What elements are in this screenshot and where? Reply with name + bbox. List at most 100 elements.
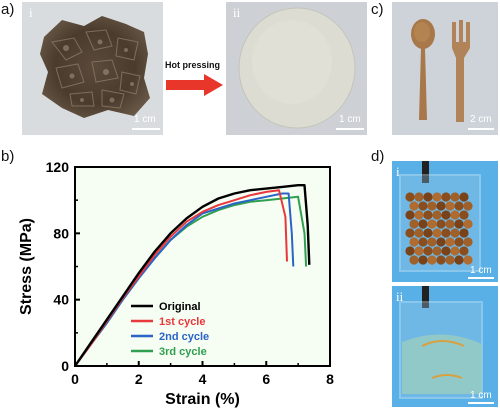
bean — [445, 201, 455, 211]
bean — [459, 246, 469, 256]
bean — [445, 237, 455, 247]
panel-d-i-scale-bar — [468, 277, 494, 279]
bag-with-water-image — [392, 286, 498, 407]
bean — [436, 219, 446, 229]
bean — [414, 246, 424, 256]
bean — [432, 192, 442, 202]
x-axis-label: Strain (%) — [165, 391, 240, 408]
bean — [414, 210, 424, 220]
bean — [405, 246, 415, 256]
hot-pressing-arrow — [166, 74, 223, 96]
y-tick-label: 40 — [53, 292, 69, 308]
legend-label: 2nd cycle — [159, 331, 209, 343]
x-tick-label: 8 — [326, 371, 334, 387]
bean — [436, 201, 446, 211]
bean — [405, 192, 415, 202]
legend-label: Original — [159, 301, 201, 313]
chart-legend: Original 1st cycle 2nd cycle 3rd cycle — [131, 301, 209, 358]
bean — [423, 228, 433, 238]
panel-d-i-scale-label: 1 cm — [470, 265, 492, 276]
bean — [409, 255, 419, 265]
bean — [436, 237, 446, 247]
panel-d-ii-photo: ii 1 cm — [392, 286, 498, 407]
bean — [423, 192, 433, 202]
bean — [454, 255, 464, 265]
x-tick-label: 0 — [71, 371, 79, 387]
bean — [427, 237, 437, 247]
y-tick-label: 80 — [53, 225, 69, 241]
bean — [463, 201, 473, 211]
bean — [423, 210, 433, 220]
bean — [432, 228, 442, 238]
bean — [459, 192, 469, 202]
panel-a-letter: a) — [1, 1, 15, 18]
bean — [459, 228, 469, 238]
bean — [463, 255, 473, 265]
panel-a-ii-photo: ii 1 cm — [226, 2, 367, 135]
panel-d-ii-scale-bar — [468, 402, 494, 404]
spoon-fork-image — [411, 19, 470, 122]
x-tick-label: 2 — [135, 371, 143, 387]
legend-label: 3rd cycle — [159, 346, 207, 358]
panel-a-ii-scale-label: 1 cm — [339, 114, 361, 125]
panel-c-photo: 2 cm — [392, 2, 498, 135]
panel-a-ii-label: ii — [233, 5, 241, 20]
y-tick-label: 0 — [61, 358, 69, 374]
bean — [459, 210, 469, 220]
legend-label: 1st cycle — [159, 316, 205, 328]
bean — [409, 237, 419, 247]
x-tick-label: 4 — [199, 371, 207, 387]
bean — [418, 255, 428, 265]
bag-with-beans-image — [392, 161, 498, 282]
bean — [441, 228, 451, 238]
bean — [450, 228, 460, 238]
bean — [423, 246, 433, 256]
series-line-original — [74, 184, 311, 367]
bean — [454, 219, 464, 229]
bean — [418, 219, 428, 229]
bean — [441, 192, 451, 202]
bean — [445, 255, 455, 265]
panel-a-i-photo: i 1 cm — [22, 2, 163, 135]
bean — [463, 219, 473, 229]
bean — [418, 237, 428, 247]
gel-fragments-image — [40, 16, 150, 118]
plot-frame — [74, 166, 331, 367]
bean — [414, 228, 424, 238]
panel-d-ii-label: ii — [396, 289, 404, 304]
panel-a-ii-scale-bar — [336, 128, 364, 130]
panel-a-i-label: i — [29, 5, 33, 20]
bean — [454, 237, 464, 247]
panel-c-scale-label: 2 cm — [470, 114, 492, 125]
bean — [432, 246, 442, 256]
bean — [427, 201, 437, 211]
y-tick-label: 120 — [46, 159, 70, 175]
x-tick-label: 6 — [262, 371, 270, 387]
y-axis-label: Stress (MPa) — [18, 218, 35, 315]
bean — [450, 246, 460, 256]
pressed-film-image — [238, 7, 356, 129]
bean — [405, 210, 415, 220]
bean — [427, 219, 437, 229]
bean — [463, 237, 473, 247]
bean — [405, 228, 415, 238]
bean — [427, 255, 437, 265]
bean — [450, 210, 460, 220]
bean — [418, 201, 428, 211]
beans-cluster — [405, 192, 473, 265]
bean — [454, 201, 464, 211]
panel-d-i-label: i — [396, 164, 400, 179]
panel-a-i-scale-bar — [132, 128, 160, 130]
bean — [445, 219, 455, 229]
bean — [436, 255, 446, 265]
panel-a-i-scale-label: 1 cm — [134, 114, 156, 125]
panel-d-ii-scale-label: 1 cm — [470, 390, 492, 401]
bean — [414, 192, 424, 202]
panel-d-i-photo: i 1 cm — [392, 161, 498, 282]
bean — [409, 201, 419, 211]
bean — [441, 210, 451, 220]
plot-area — [75, 167, 330, 366]
bean — [441, 246, 451, 256]
panel-c-letter: c) — [371, 1, 384, 18]
